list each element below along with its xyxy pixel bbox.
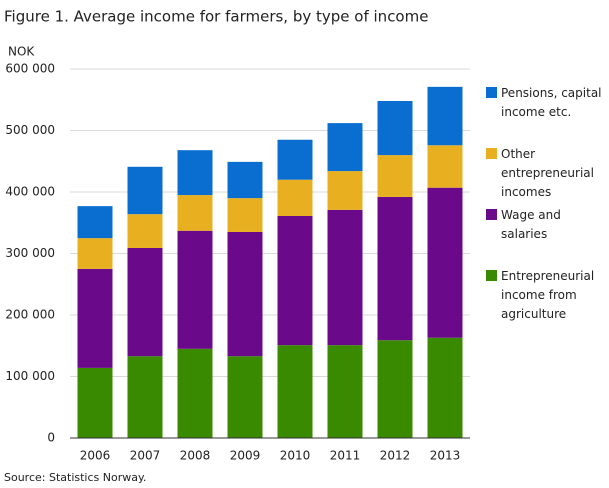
bar-segment	[277, 345, 313, 438]
bar-segment	[227, 356, 263, 438]
x-tick-label: 2008	[180, 449, 211, 463]
bar-segment	[177, 150, 213, 196]
source: Source: Statistics Norway.	[4, 471, 146, 484]
chart-title: Figure 1. Average income for farmers, by…	[4, 8, 428, 26]
y-tick-label: 200 000	[5, 308, 55, 322]
bar-segment	[327, 123, 363, 172]
legend-item: Entrepreneurial income from agriculture	[486, 267, 606, 324]
y-tick-label: 0	[47, 431, 55, 445]
legend-item: Pensions, capital income etc.	[486, 84, 606, 122]
bar-segment	[227, 231, 263, 357]
y-axis-label: NOK	[8, 45, 35, 59]
bar-segment	[427, 187, 463, 338]
legend-swatch	[486, 148, 497, 159]
bar-segment	[77, 367, 113, 438]
bar-segment	[127, 247, 163, 357]
legend-swatch	[486, 270, 497, 281]
bar-segment	[277, 179, 313, 216]
bar-segment	[427, 145, 463, 188]
y-tick-label: 600 000	[5, 62, 55, 76]
bar-segment	[327, 345, 363, 438]
bar-segment	[427, 337, 463, 438]
bar-segment	[277, 215, 313, 346]
bar-segment	[127, 214, 163, 248]
bars	[77, 86, 463, 438]
x-tick-label: 2007	[130, 449, 161, 463]
legend-label: Pensions, capital income etc.	[501, 86, 602, 119]
x-tick-label: 2012	[380, 449, 411, 463]
x-tick-label: 2006	[80, 449, 111, 463]
x-tick-label: 2009	[230, 449, 261, 463]
bar-segment	[327, 209, 363, 346]
legend-swatch	[486, 87, 497, 98]
legend-label: Other entrepreneurial incomes	[501, 147, 594, 199]
bar-segment	[227, 198, 263, 232]
y-tick-label: 400 000	[5, 185, 55, 199]
bar-segment	[77, 206, 113, 239]
bar-segment	[77, 238, 113, 269]
bar-segment	[377, 196, 413, 341]
legend-swatch	[486, 209, 497, 220]
legend-label: Wage and salaries	[501, 208, 561, 241]
y-tick-label: 300 000	[5, 246, 55, 260]
bar-segment	[127, 356, 163, 438]
bar-segment	[227, 161, 263, 199]
y-tick-label: 500 000	[5, 123, 55, 137]
x-tick-label: 2010	[280, 449, 311, 463]
bar-segment	[177, 230, 213, 349]
bar-segment	[377, 340, 413, 438]
bar-segment	[377, 155, 413, 197]
x-tick-label: 2011	[330, 449, 361, 463]
y-tick-label: 100 000	[5, 369, 55, 383]
legend-label: Entrepreneurial income from agriculture	[501, 269, 595, 321]
bar-segment	[177, 348, 213, 438]
x-tick-label: 2013	[430, 449, 461, 463]
bar-segment	[127, 166, 163, 215]
bar-segment	[277, 139, 313, 180]
bar-segment	[427, 86, 463, 146]
bar-segment	[77, 268, 113, 368]
bar-segment	[377, 100, 413, 156]
legend-item: Wage and salaries	[486, 206, 606, 244]
legend-item: Other entrepreneurial incomes	[486, 145, 606, 202]
bar-segment	[177, 195, 213, 231]
bar-segment	[327, 171, 363, 210]
